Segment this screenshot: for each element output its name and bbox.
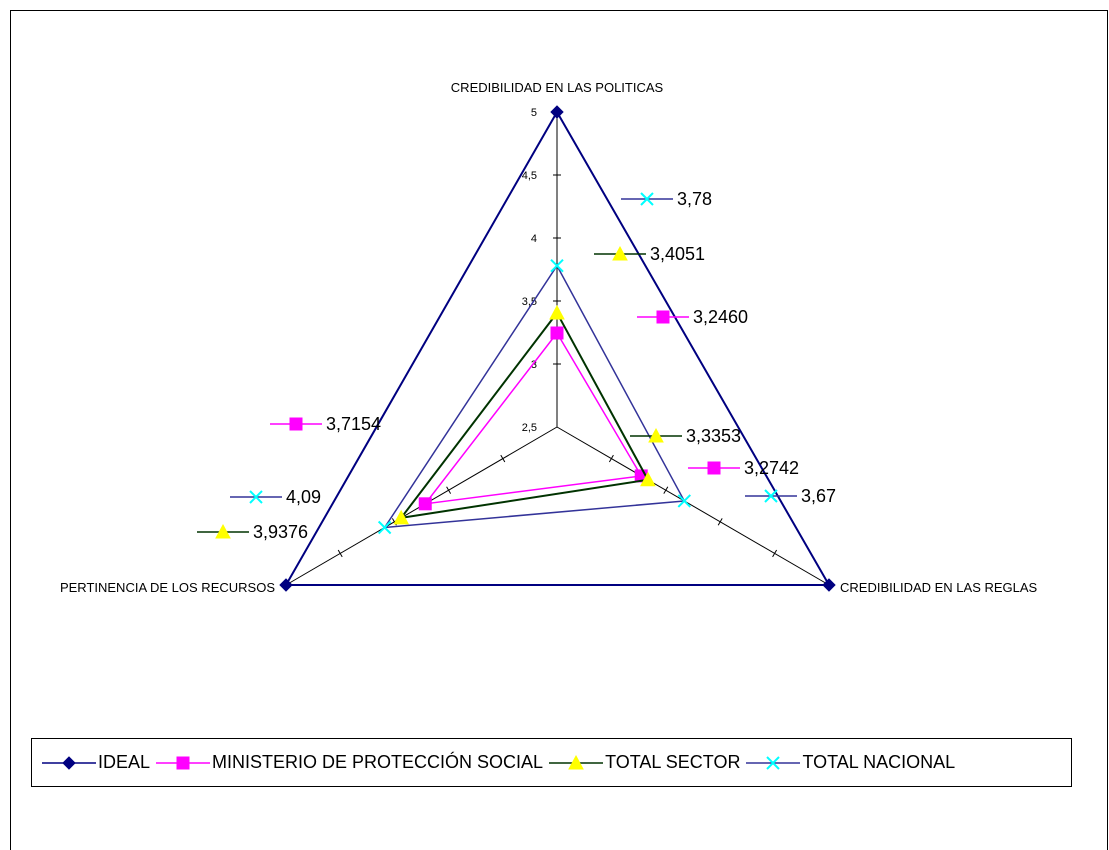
series-line bbox=[383, 264, 686, 529]
svg-text:3,3353: 3,3353 bbox=[686, 426, 741, 446]
tick-mark bbox=[446, 486, 452, 494]
axis-label: CREDIBILIDAD EN LAS REGLAS bbox=[840, 580, 1038, 595]
tick-mark bbox=[772, 549, 778, 558]
svg-text:4,09: 4,09 bbox=[286, 487, 321, 507]
legend-label: IDEAL bbox=[98, 752, 151, 772]
data-marker bbox=[377, 520, 392, 535]
legend-swatch bbox=[42, 755, 96, 770]
data-marker bbox=[766, 755, 781, 770]
data-marker bbox=[640, 192, 654, 206]
data-marker bbox=[279, 578, 293, 592]
legend-label: MINISTERIO DE PROTECCIÓN SOCIAL bbox=[212, 752, 544, 772]
data-marker bbox=[612, 245, 628, 261]
radar-series bbox=[279, 105, 836, 592]
data-marker bbox=[550, 259, 564, 273]
tick-label: 2,5 bbox=[522, 422, 537, 434]
data-marker bbox=[640, 471, 656, 487]
svg-text:3,7154: 3,7154 bbox=[326, 414, 381, 434]
data-label: 3,7154 bbox=[270, 414, 381, 434]
data-label: 3,2460 bbox=[637, 307, 748, 327]
svg-text:3,2460: 3,2460 bbox=[693, 307, 748, 327]
data-marker bbox=[549, 304, 565, 320]
data-label: 3,4051 bbox=[594, 244, 705, 264]
svg-text:3,78: 3,78 bbox=[677, 189, 712, 209]
data-marker bbox=[62, 755, 76, 770]
data-marker bbox=[215, 523, 231, 539]
series-line bbox=[284, 109, 831, 586]
data-marker bbox=[393, 509, 410, 525]
tick-label: 3 bbox=[531, 359, 537, 371]
data-marker bbox=[176, 756, 190, 769]
tick-mark bbox=[663, 486, 669, 494]
chart-frame bbox=[10, 10, 1108, 850]
axis-label: CREDIBILIDAD EN LAS POLITICAS bbox=[451, 80, 664, 95]
tick-mark bbox=[500, 454, 506, 463]
tick-mark bbox=[717, 518, 723, 526]
svg-text:3,2742: 3,2742 bbox=[744, 458, 799, 478]
data-marker bbox=[550, 326, 564, 340]
svg-text:3,9376: 3,9376 bbox=[253, 522, 308, 542]
data-marker bbox=[764, 489, 778, 503]
series-line bbox=[398, 311, 650, 520]
legend-item: TOTAL SECTOR bbox=[549, 752, 740, 773]
radar-grid: 2,5 3 3,5 4 4,5 5 bbox=[283, 107, 832, 589]
axis-label: PERTINENCIA DE LOS RECURSOS bbox=[60, 580, 275, 595]
legend-item: IDEAL bbox=[42, 752, 150, 773]
legend-item: MINISTERIO DE PROTECCIÓN SOCIAL bbox=[156, 752, 543, 773]
svg-text:3,67: 3,67 bbox=[801, 486, 836, 506]
tick-mark bbox=[337, 549, 343, 558]
data-marker bbox=[648, 427, 664, 443]
data-marker bbox=[677, 494, 692, 508]
data-marker bbox=[418, 497, 432, 511]
spoke-1 bbox=[556, 426, 830, 586]
legend: IDEAL MINISTERIO DE PROTECCIÓN SOCIAL TOTA… bbox=[31, 738, 1072, 787]
tick-label: 3,5 bbox=[522, 296, 537, 308]
legend-swatch bbox=[746, 755, 801, 770]
tick-mark bbox=[608, 454, 614, 463]
data-label: 3,67 bbox=[745, 486, 836, 506]
legend-label: TOTAL SECTOR bbox=[605, 752, 741, 772]
tick-label: 4 bbox=[531, 233, 537, 245]
legend-swatch bbox=[156, 756, 211, 769]
data-marker bbox=[289, 417, 303, 431]
data-label: 3,2742 bbox=[688, 458, 799, 478]
data-marker bbox=[822, 578, 836, 592]
data-label: 3,3353 bbox=[630, 426, 741, 446]
radar-labels: CREDIBILIDAD EN LAS POLITICAS CREDIBILIDA… bbox=[60, 80, 1038, 595]
tick-label: 5 bbox=[531, 107, 537, 119]
data-marker bbox=[707, 461, 721, 475]
svg-text:3,4051: 3,4051 bbox=[650, 244, 705, 264]
data-marker bbox=[550, 105, 564, 119]
data-label: 3,78 bbox=[621, 189, 712, 209]
data-label: 4,09 bbox=[230, 487, 321, 507]
legend-item: TOTAL NACIONAL bbox=[746, 752, 955, 773]
data-marker bbox=[249, 490, 263, 504]
data-label: 3,9376 bbox=[197, 522, 308, 542]
data-marker bbox=[656, 310, 670, 324]
legend-label: TOTAL NACIONAL bbox=[802, 752, 956, 772]
series-line bbox=[423, 331, 643, 505]
legend-swatch bbox=[549, 754, 604, 769]
data-marker bbox=[568, 754, 584, 769]
tick-label: 4,5 bbox=[522, 170, 537, 182]
